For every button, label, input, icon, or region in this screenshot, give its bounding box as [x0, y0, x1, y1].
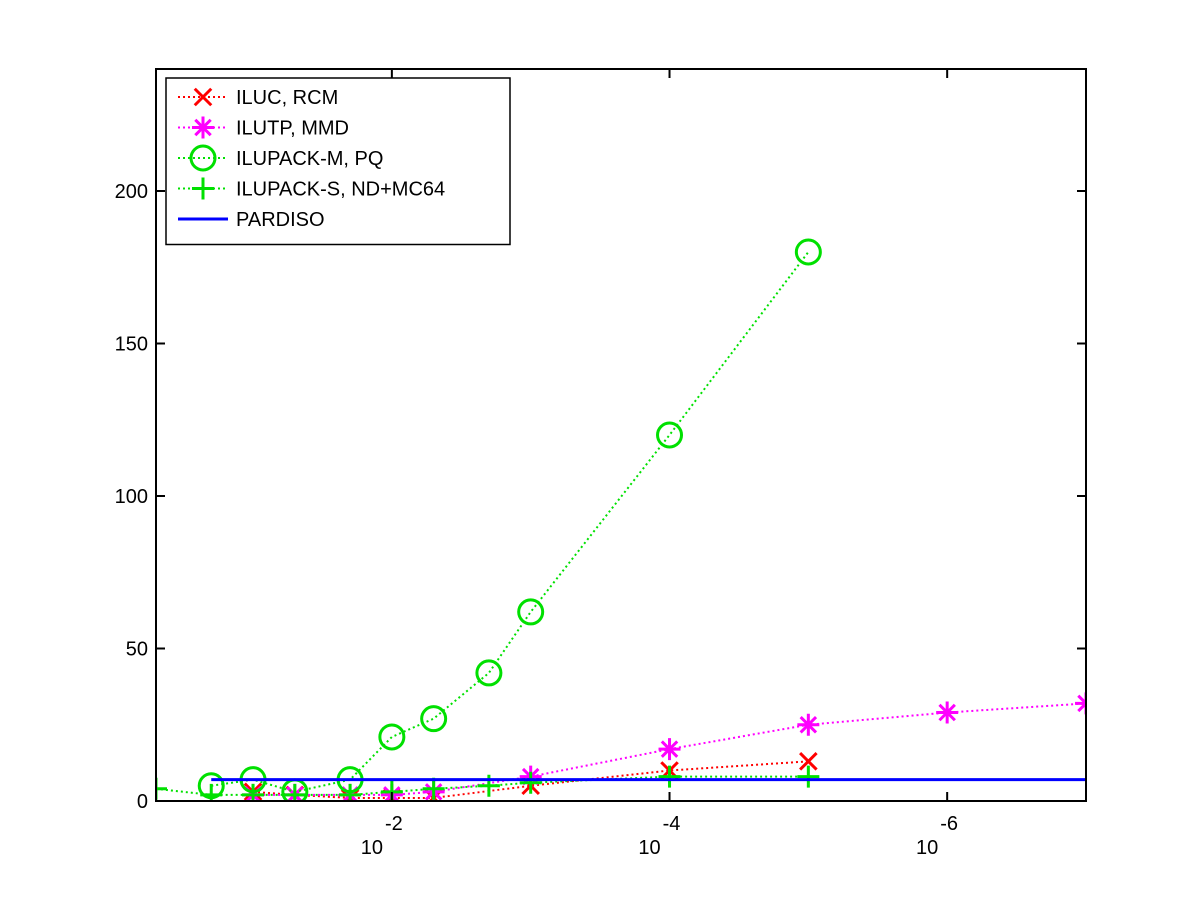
y-tick-label: 50 [126, 639, 148, 661]
x-tick-label-base: 10 [361, 837, 383, 859]
y-tick-label: 0 [137, 791, 148, 813]
series-line-ilupack-m-pq [211, 251, 810, 793]
data-point-ilupack-m-pq-5 [420, 705, 448, 733]
legend-item-iluc-rcm: ILUC, RCM [178, 87, 338, 109]
x-tick-label-exponent: -6 [940, 813, 958, 835]
data-point-iluc-rcm-7 [799, 752, 818, 771]
legend-item-ilupack-s-nd-mc64: ILUPACK-S, ND+MC64 [178, 177, 445, 201]
data-point-ilupack-s-nd-mc64-9 [658, 765, 681, 788]
y-tick-label: 150 [115, 334, 148, 356]
legend-box [165, 77, 511, 246]
x-tick-label-base: 10 [638, 837, 660, 859]
legend-item-ilupack-m-pq: ILUPACK-M, PQ [178, 144, 383, 172]
x-tick-label-exponent: -4 [663, 813, 681, 835]
legend: ILUC, RCM ILUTP, MMD ILUPACK-M, PQ ILUPACK-… [165, 77, 511, 246]
y-tick-label: 100 [115, 486, 148, 508]
data-point-ilupack-s-nd-mc64-3 [283, 783, 306, 801]
data-point-ilupack-m-pq-9 [794, 238, 822, 266]
legend-label-ilutp-mmd: ILUTP, MMD [236, 118, 349, 140]
legend-item-pardiso: PARDISO [178, 209, 325, 231]
data-point-ilupack-m-pq-8 [656, 421, 684, 449]
legend-label-pardiso: PARDISO [236, 209, 325, 231]
data-point-ilupack-s-nd-mc64-2 [242, 783, 265, 801]
data-point-ilutp-mmd-6 [658, 738, 681, 761]
legend-marker-ilupack-s-nd-mc64 [192, 177, 214, 200]
series-line-ilutp-mmd [253, 702, 1086, 796]
legend-marker-ilupack-m-pq [189, 144, 217, 172]
x-tick-label-base: 10 [916, 837, 938, 859]
legend-item-ilutp-mmd: ILUTP, MMD [178, 116, 349, 140]
data-point-ilupack-m-pq-4 [378, 723, 406, 751]
data-point-ilupack-s-nd-mc64-6 [422, 777, 445, 800]
data-point-ilupack-s-nd-mc64-8 [519, 771, 542, 794]
x-tick-label-exponent: -2 [385, 813, 403, 835]
data-point-ilutp-mmd-8 [936, 701, 959, 724]
data-point-ilupack-m-pq-6 [475, 659, 503, 687]
data-point-ilutp-mmd-7 [797, 713, 820, 736]
y-tick-label: 200 [115, 181, 148, 203]
legend-marker-ilutp-mmd [192, 116, 214, 139]
data-point-ilupack-m-pq-7 [517, 598, 545, 626]
data-point-ilupack-s-nd-mc64-0 [156, 777, 167, 800]
legend-label-ilupack-s-nd-mc64: ILUPACK-S, ND+MC64 [236, 179, 445, 201]
data-point-ilupack-s-nd-mc64-4 [339, 783, 362, 801]
data-point-ilupack-s-nd-mc64-10 [797, 765, 820, 788]
data-point-ilupack-s-nd-mc64-1 [200, 783, 223, 801]
legend-label-ilupack-m-pq: ILUPACK-M, PQ [236, 148, 383, 170]
plot-area-frame [155, 68, 1087, 802]
legend-label-iluc-rcm: ILUC, RCM [236, 87, 338, 109]
legend-marker-iluc-rcm [193, 87, 213, 107]
